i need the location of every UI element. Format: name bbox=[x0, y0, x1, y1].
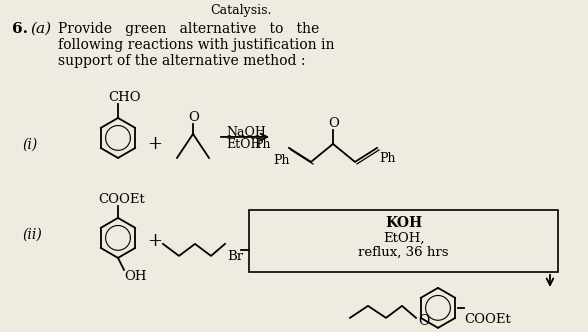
Text: reflux, 36 hrs: reflux, 36 hrs bbox=[358, 246, 449, 259]
Text: Ph: Ph bbox=[254, 138, 270, 151]
Text: +: + bbox=[147, 135, 162, 153]
Text: COOEt: COOEt bbox=[464, 313, 511, 326]
Text: NaOH: NaOH bbox=[226, 126, 266, 139]
Text: O: O bbox=[328, 117, 339, 130]
Text: CHO: CHO bbox=[108, 91, 141, 104]
Text: Ph: Ph bbox=[273, 154, 289, 167]
Text: EtOH,: EtOH, bbox=[383, 232, 425, 245]
Text: Catalysis.: Catalysis. bbox=[210, 4, 272, 17]
Bar bbox=[249, 210, 558, 272]
Text: OH: OH bbox=[124, 270, 146, 283]
Text: Br: Br bbox=[227, 250, 243, 263]
Text: Provide   green   alternative   to   the: Provide green alternative to the bbox=[58, 22, 319, 36]
Text: (a): (a) bbox=[30, 22, 51, 36]
Text: O: O bbox=[418, 314, 429, 328]
Text: Ph: Ph bbox=[379, 152, 396, 165]
Text: KOH: KOH bbox=[385, 216, 422, 230]
Text: EtOH: EtOH bbox=[226, 138, 262, 151]
Text: +: + bbox=[147, 232, 162, 250]
Text: support of the alternative method :: support of the alternative method : bbox=[58, 54, 306, 68]
Text: 6.: 6. bbox=[12, 22, 28, 36]
Text: (ii): (ii) bbox=[22, 228, 42, 242]
Text: following reactions with justification in: following reactions with justification i… bbox=[58, 38, 335, 52]
Text: (i): (i) bbox=[22, 138, 37, 152]
Text: COOEt: COOEt bbox=[98, 193, 145, 206]
Text: O: O bbox=[188, 111, 199, 124]
